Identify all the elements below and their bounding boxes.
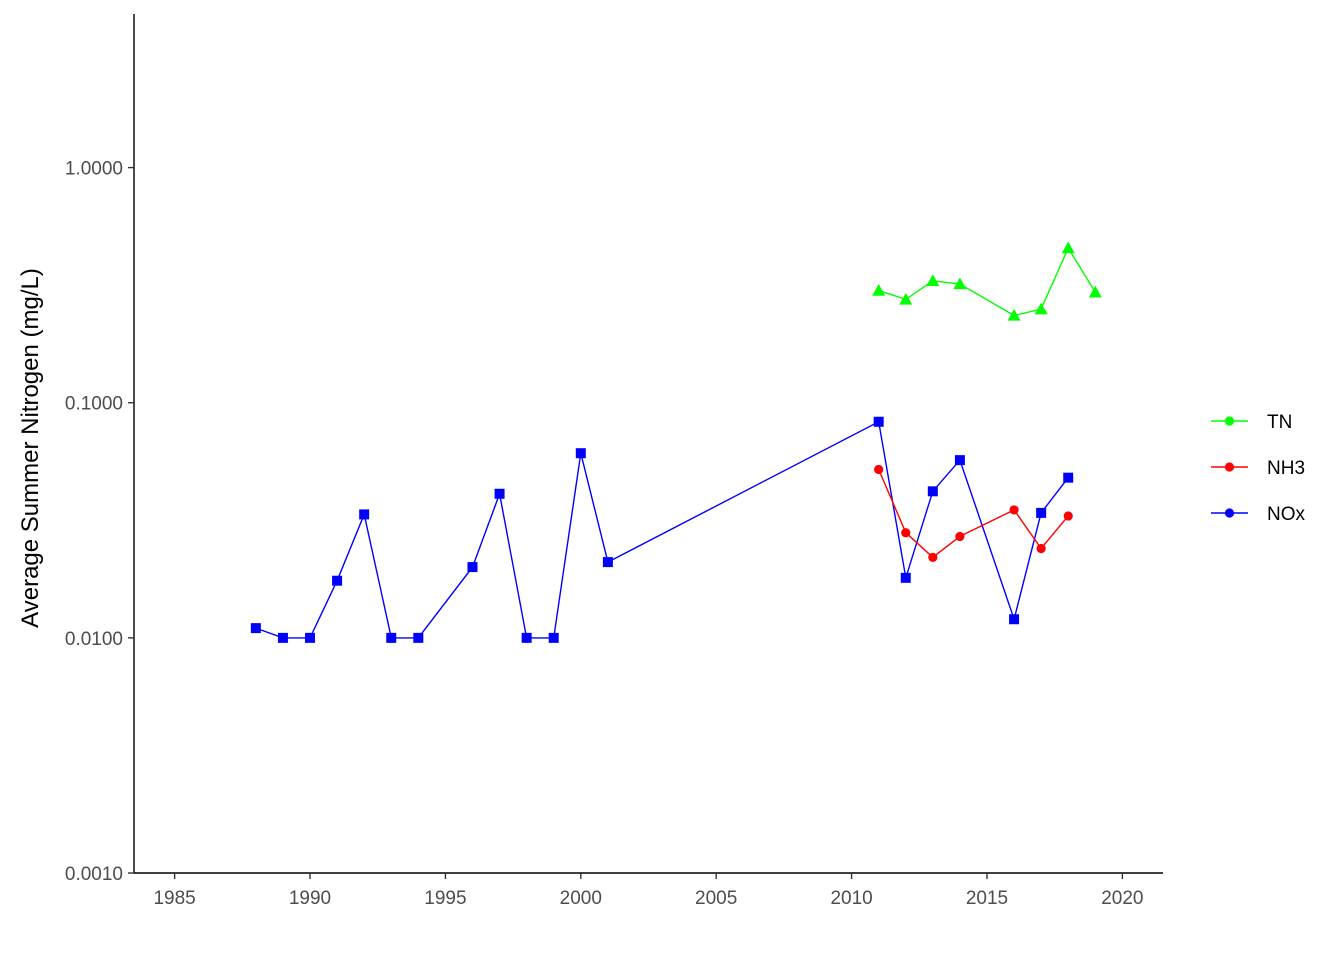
series-tn (872, 241, 1102, 321)
legend-marker-tn (1224, 416, 1235, 426)
data-point-tn (1007, 308, 1021, 321)
x-tick-label: 2010 (830, 888, 872, 909)
y-axis-title-group: Average Summer Nitrogen (mg/L) (17, 268, 44, 628)
legend-label-nh3: NH3 (1267, 458, 1305, 479)
data-point-tn (1034, 302, 1048, 315)
data-point-nox (413, 632, 424, 643)
data-point-nox (927, 486, 938, 497)
data-point-nox (277, 632, 288, 643)
y-tick-label: 1.0000 (65, 159, 123, 180)
data-point-nox (548, 632, 559, 643)
series-line-nox (255, 420, 1069, 639)
data-point-tn (872, 284, 886, 296)
data-point-nox (873, 416, 884, 427)
series-line-tn (878, 246, 1096, 317)
data-point-nh3 (1009, 505, 1019, 515)
data-point-tn (926, 274, 940, 287)
data-point-nh3 (955, 531, 965, 542)
legend-item-nox: NOx (1211, 504, 1306, 525)
x-tick-label: 1990 (289, 888, 331, 909)
series-nh3 (874, 464, 1073, 562)
legend-label-nox: NOx (1267, 504, 1306, 525)
data-point-nox (359, 509, 370, 520)
data-point-nox (1063, 472, 1074, 483)
x-tick-label: 1995 (424, 888, 466, 909)
data-point-nox (1009, 614, 1020, 625)
data-point-tn (1061, 241, 1075, 254)
data-point-nh3 (928, 552, 938, 562)
x-tick-label: 2005 (695, 888, 737, 909)
data-point-nox (305, 632, 316, 643)
data-point-nox (1036, 507, 1047, 518)
plot-area (250, 241, 1102, 643)
y-tick-label: 0.1000 (65, 394, 123, 415)
data-point-nox (250, 623, 261, 634)
y-tick-label: 0.0100 (65, 629, 123, 650)
legend-label-tn: TN (1267, 412, 1292, 433)
data-point-nh3 (874, 464, 884, 475)
data-point-tn (953, 277, 967, 290)
data-point-nh3 (1063, 511, 1073, 521)
x-tick-label: 2020 (1101, 888, 1143, 909)
series-nox (250, 416, 1074, 643)
data-point-nox (332, 575, 343, 586)
x-tick-label: 1985 (153, 888, 195, 909)
data-point-nox (602, 557, 613, 568)
data-point-nox (575, 448, 586, 459)
axes: 0.0010 0.0100 0.1000 1.0000 1985 1990 1995 2000… (65, 14, 1163, 909)
legend-item-nh3: NH3 (1211, 458, 1305, 479)
data-point-nox (900, 572, 911, 583)
data-point-nh3 (901, 528, 911, 538)
data-point-nh3 (1036, 543, 1046, 554)
data-point-nox (386, 632, 397, 643)
legend-marker-nh3 (1224, 462, 1235, 472)
data-point-tn (899, 292, 913, 305)
data-point-tn (1088, 285, 1102, 298)
y-axis-title: Average Summer Nitrogen (mg/L) (17, 268, 44, 628)
y-tick-label: 0.0010 (65, 864, 123, 885)
legend-item-tn: TN (1211, 412, 1292, 433)
x-tick-label: 2015 (966, 888, 1008, 909)
legend-marker-nox (1224, 508, 1235, 518)
x-tick-label: 2000 (560, 888, 602, 909)
data-point-nox (521, 632, 532, 643)
legend: TN NH3 NOx (1211, 412, 1306, 525)
data-point-nox (954, 455, 965, 466)
data-point-nox (467, 562, 478, 573)
data-point-nox (494, 488, 505, 499)
